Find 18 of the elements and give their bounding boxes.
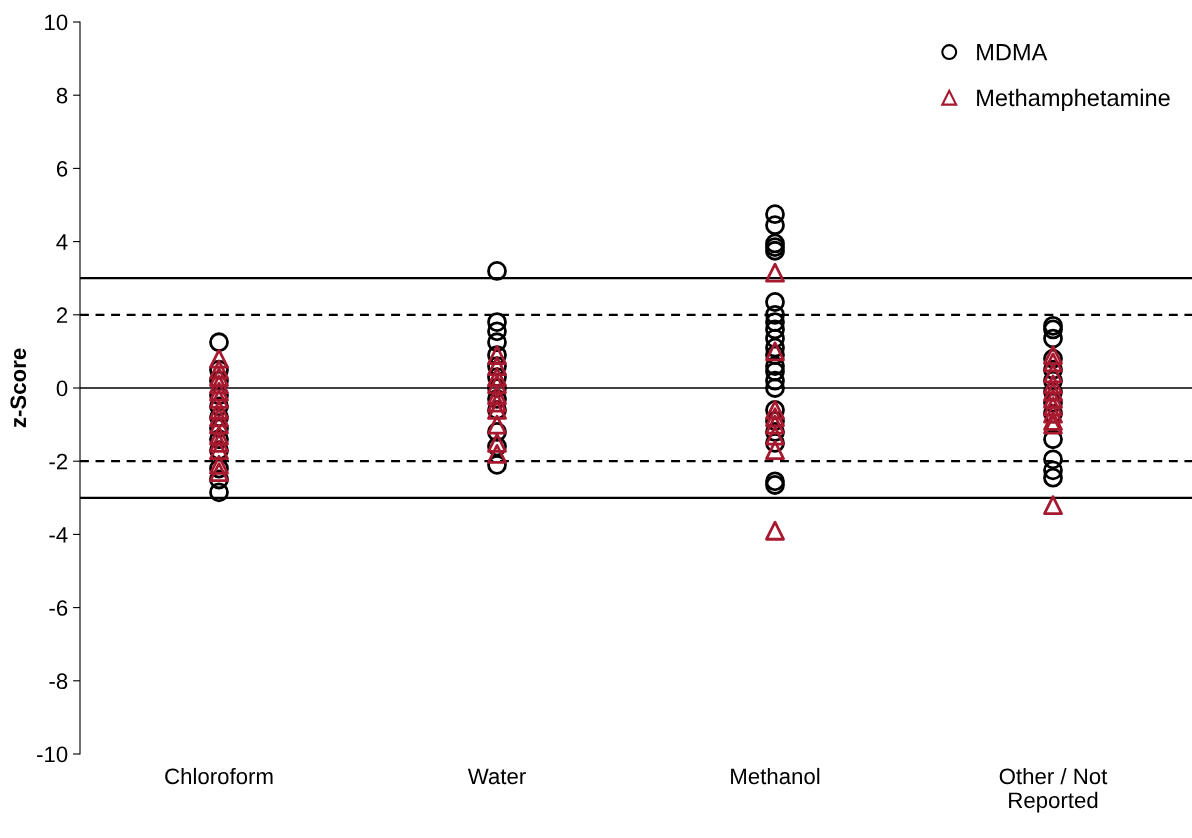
legend-label: MDMA [977, 44, 1048, 61]
y-tick-label: 8 [56, 87, 68, 104]
y-tick-label: -10 [37, 746, 68, 763]
y-tick-label: 6 [56, 160, 68, 177]
x-tick-label: Water [467, 768, 526, 785]
y-tick-label: -6 [49, 600, 68, 616]
y-axis-title: z-Score [10, 348, 27, 428]
y-tick-label: 10 [45, 14, 68, 31]
x-tick-label: Methanol [731, 767, 820, 785]
x-tick-label: Chloroform [165, 767, 273, 785]
y-tick-label: -8 [49, 673, 68, 690]
x-tick-label: Other / Not Reported [999, 767, 1108, 813]
y-tick-label: 4 [56, 234, 68, 250]
y-tick-label: 2 [56, 307, 68, 323]
y-tick-label: -4 [49, 527, 68, 543]
legend-label: Methamphetamine [977, 88, 1170, 111]
y-tick-label: 0 [56, 380, 68, 397]
y-tick-label: -2 [49, 453, 68, 470]
